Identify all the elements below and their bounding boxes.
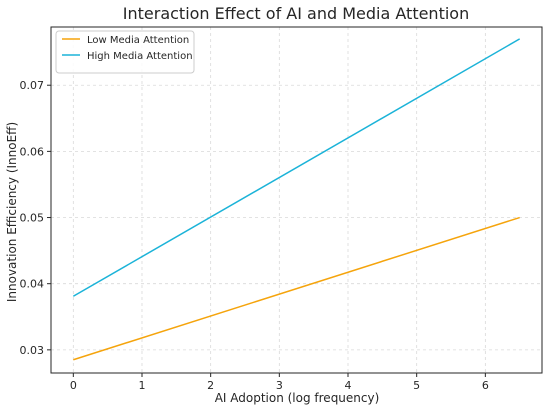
y-tick-label: 0.03 <box>20 344 45 357</box>
x-ticks: 0 1 2 3 4 5 6 <box>70 373 489 392</box>
x-axis-label: AI Adoption (log frequency) <box>215 391 380 405</box>
axes <box>50 26 543 374</box>
series-line-low-media-attention <box>73 216 520 361</box>
x-tick-label: 4 <box>345 379 352 392</box>
legend-label: High Media Attention <box>87 51 193 62</box>
legend: Low Media Attention High Media Attention <box>55 30 195 74</box>
chart-title: Interaction Effect of AI and Media Atten… <box>123 4 469 23</box>
x-tick-label: 2 <box>207 379 214 392</box>
x-tick-label: 3 <box>276 379 283 392</box>
y-tick-label: 0.04 <box>20 278 45 291</box>
legend-label: Low Media Attention <box>87 35 189 46</box>
y-tick-label: 0.06 <box>20 145 45 158</box>
series-group <box>72 38 521 361</box>
y-tick-label: 0.07 <box>20 79 45 92</box>
x-tick-label: 0 <box>70 379 77 392</box>
x-tick-label: 5 <box>413 379 420 392</box>
x-tick-label: 1 <box>138 379 145 392</box>
plot-frame <box>50 26 543 374</box>
legend-box <box>55 30 195 74</box>
y-tick-label: 0.05 <box>20 212 45 225</box>
series-line-high-media-attention <box>72 38 521 297</box>
x-tick-label: 6 <box>482 379 489 392</box>
y-ticks: 0.03 0.04 0.05 0.06 0.07 <box>20 79 51 357</box>
y-axis-label: Innovation Efficiency (InnoEff) <box>5 122 19 302</box>
